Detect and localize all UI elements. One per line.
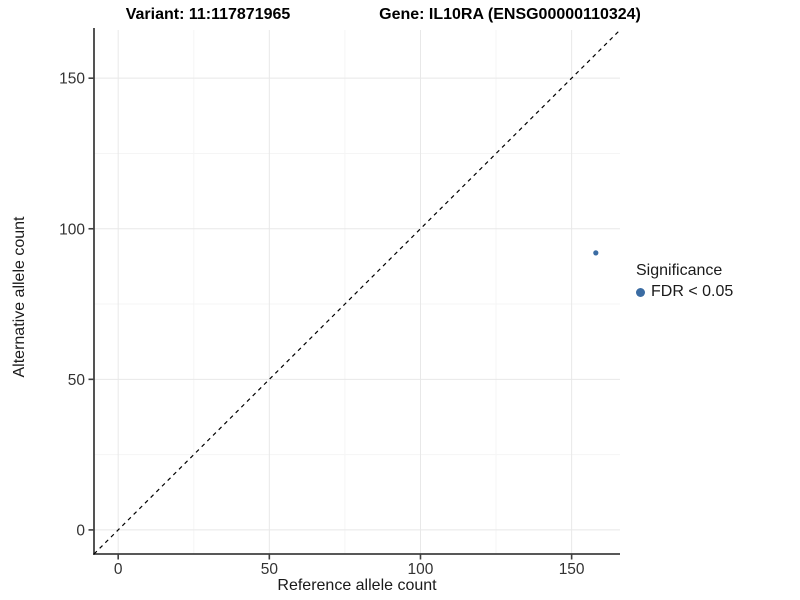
legend: Significance FDR < 0.05 [636, 262, 733, 301]
y-tick-label: 100 [59, 221, 85, 238]
x-tick-label: 50 [261, 561, 279, 578]
y-tick-label: 50 [68, 372, 86, 389]
data-point [593, 250, 599, 256]
legend-entry: FDR < 0.05 [636, 283, 733, 301]
legend-title: Significance [636, 262, 723, 279]
y-tick-label: 150 [59, 71, 85, 88]
y-axis-title: Alternative allele count [11, 216, 28, 378]
plot-title-variant: Variant: 11:117871965 [125, 6, 291, 23]
legend-point-icon [636, 287, 645, 297]
x-axis-title: Reference allele count [277, 577, 437, 594]
x-tick-label: 0 [114, 561, 123, 578]
legend-entry-label: FDR < 0.05 [651, 283, 734, 300]
y-tick-label: 0 [76, 522, 85, 539]
x-tick-label: 100 [408, 561, 434, 578]
identity-line [93, 29, 621, 555]
plot-title-gene: Gene: IL10RA (ENSG00000110324) [379, 6, 641, 23]
x-tick-label: 150 [559, 561, 585, 578]
